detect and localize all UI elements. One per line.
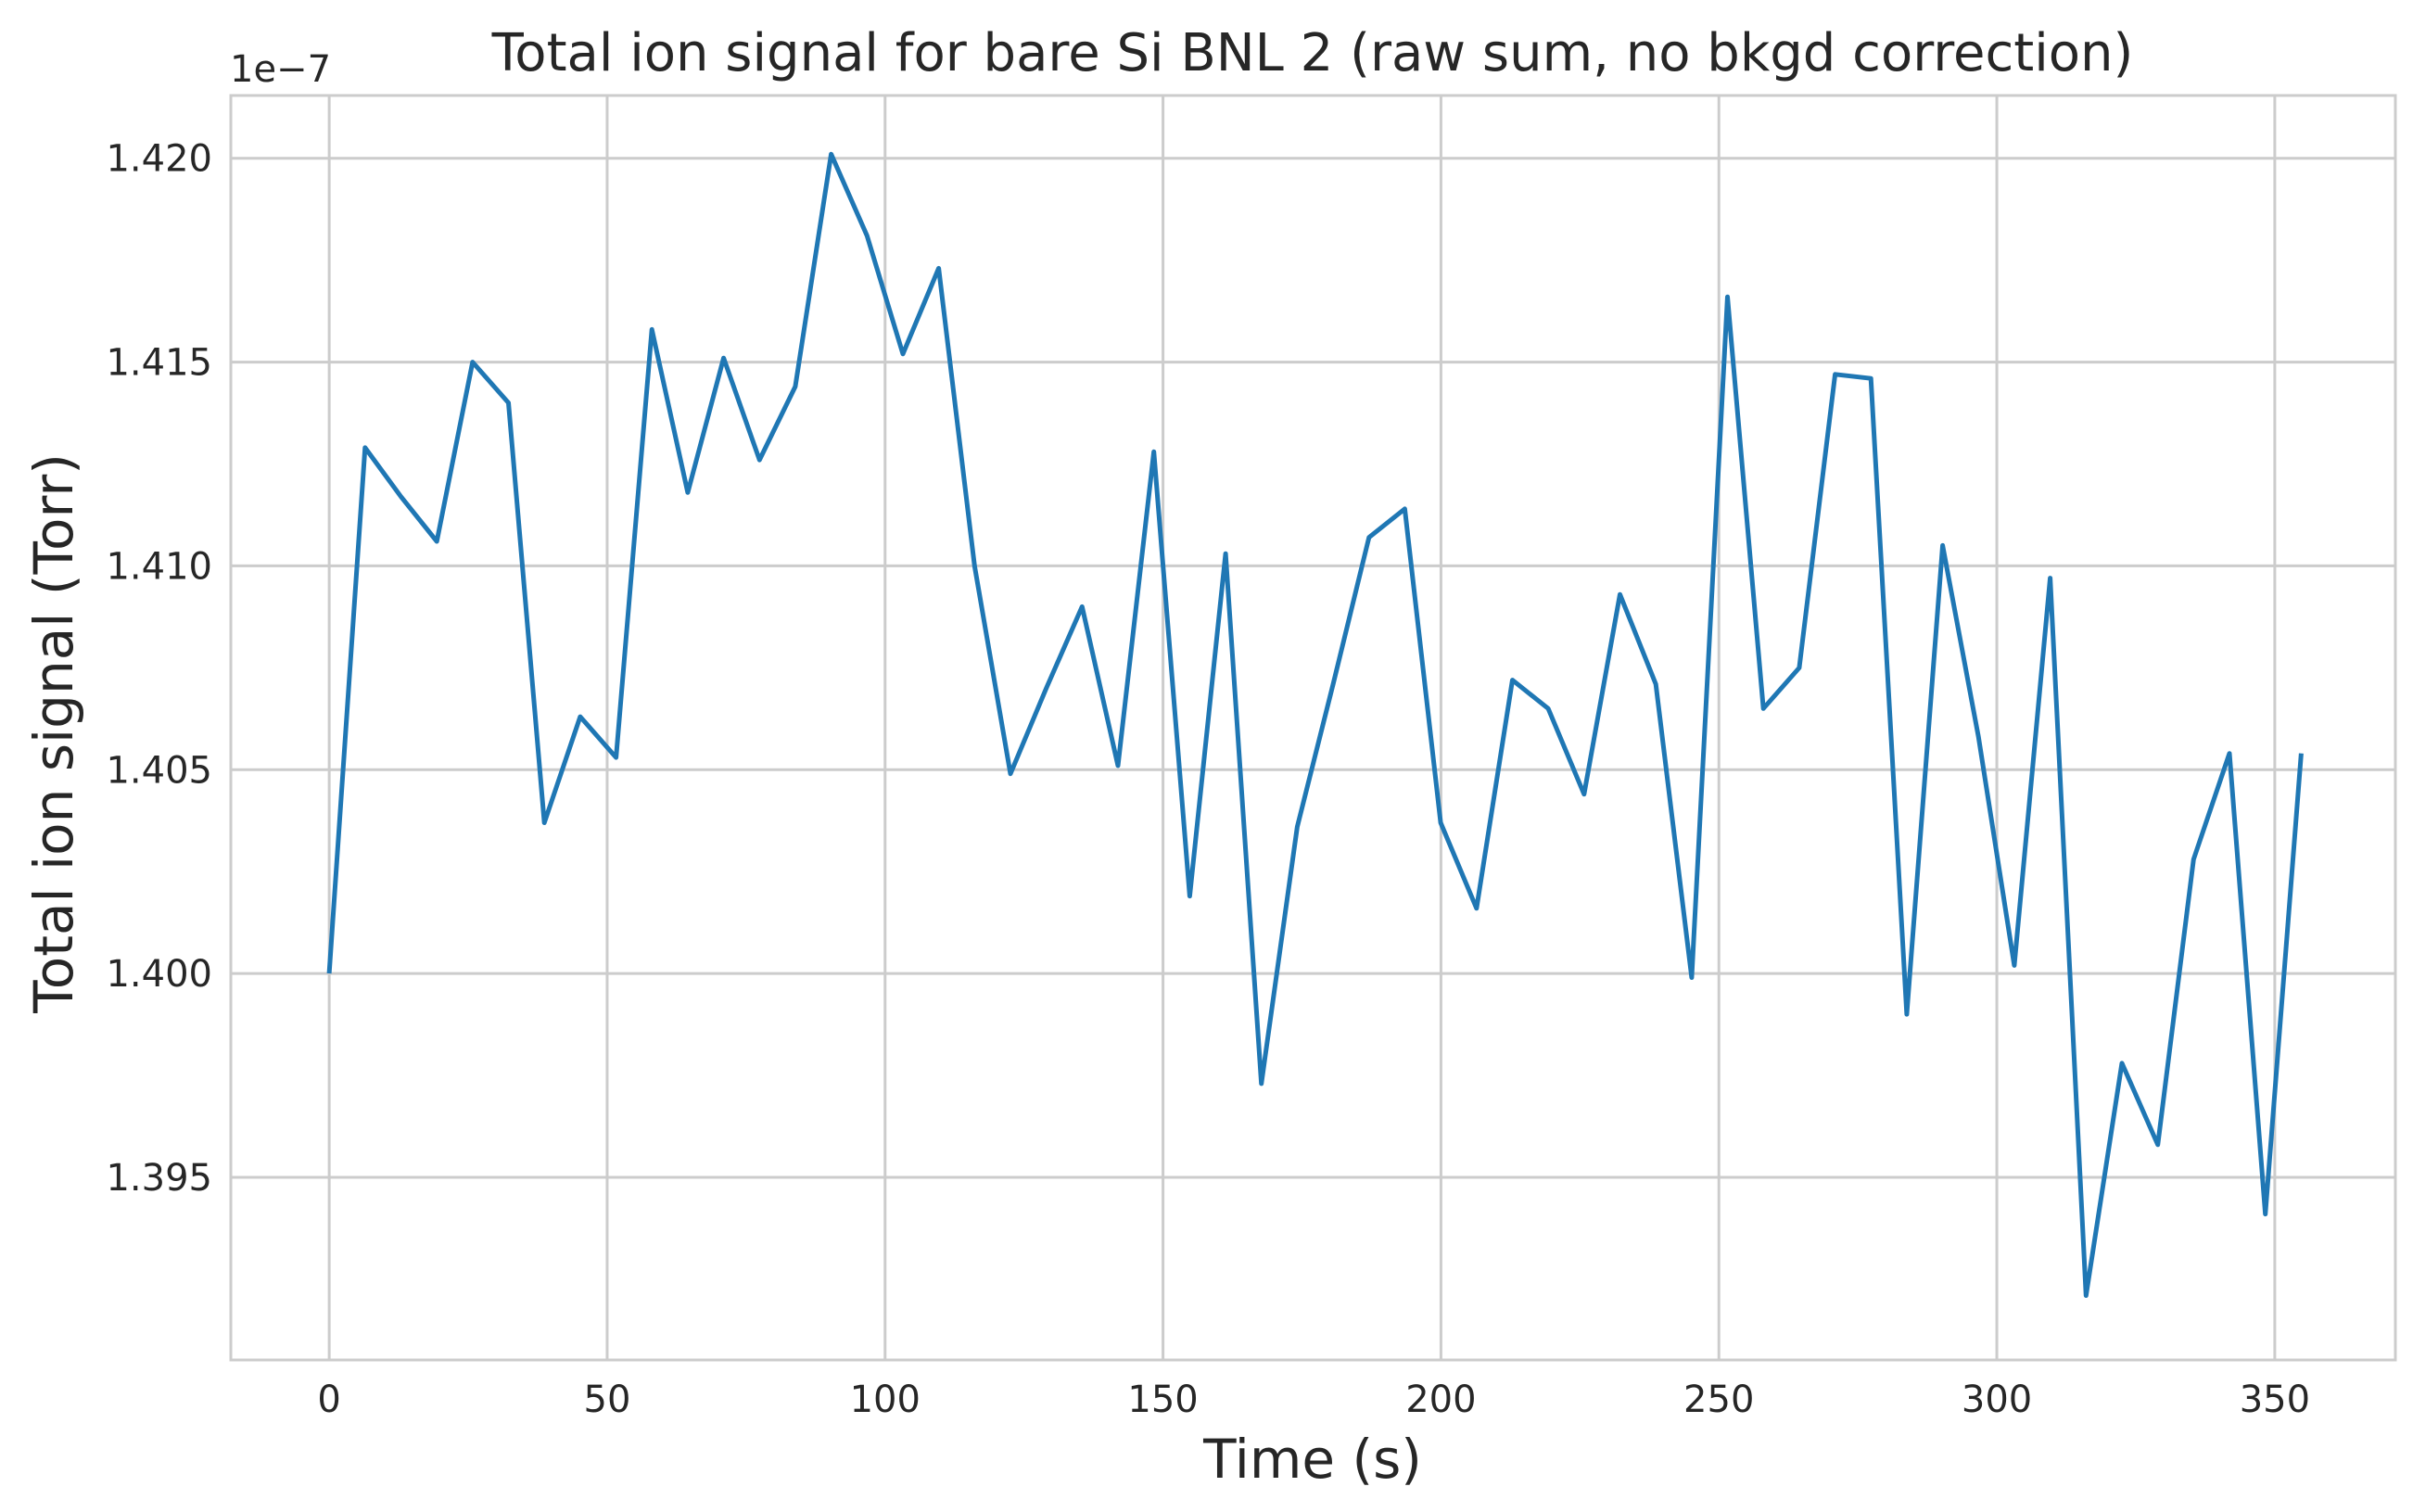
y-tick-label: 1.400 [106, 953, 212, 996]
y-tick-labels: 1.395 1.400 1.405 1.410 1.415 1.420 [106, 138, 212, 1200]
x-tick-labels: 0 50 100 150 200 250 300 350 [317, 1379, 2310, 1421]
x-tick-label: 150 [1127, 1379, 1198, 1421]
x-tick-label: 250 [1683, 1379, 1754, 1421]
y-tick-label: 1.415 [106, 342, 212, 385]
y-tick-label: 1.395 [106, 1157, 212, 1200]
y-tick-label: 1.405 [106, 749, 212, 792]
x-tick-label: 300 [1962, 1379, 2032, 1421]
y-axis-label: Total ion signal (Torr) [22, 453, 85, 1014]
y-tick-label: 1.410 [106, 545, 212, 588]
x-axis-label: Time (s) [1202, 1428, 1422, 1491]
y-axis-offset-label: 1e−7 [230, 48, 331, 91]
y-tick-label: 1.420 [106, 138, 212, 181]
series-line [326, 151, 2304, 1298]
series-layer [326, 151, 2304, 1298]
plot-frame [229, 94, 2397, 1362]
x-tick-label: 200 [1405, 1379, 1476, 1421]
x-tick-label: 100 [850, 1379, 921, 1421]
chart-title: Total ion signal for bare Si BNL 2 (raw … [491, 23, 2134, 83]
x-tick-label: 0 [317, 1379, 340, 1421]
x-tick-label: 50 [584, 1379, 631, 1421]
x-tick-label: 350 [2240, 1379, 2310, 1421]
